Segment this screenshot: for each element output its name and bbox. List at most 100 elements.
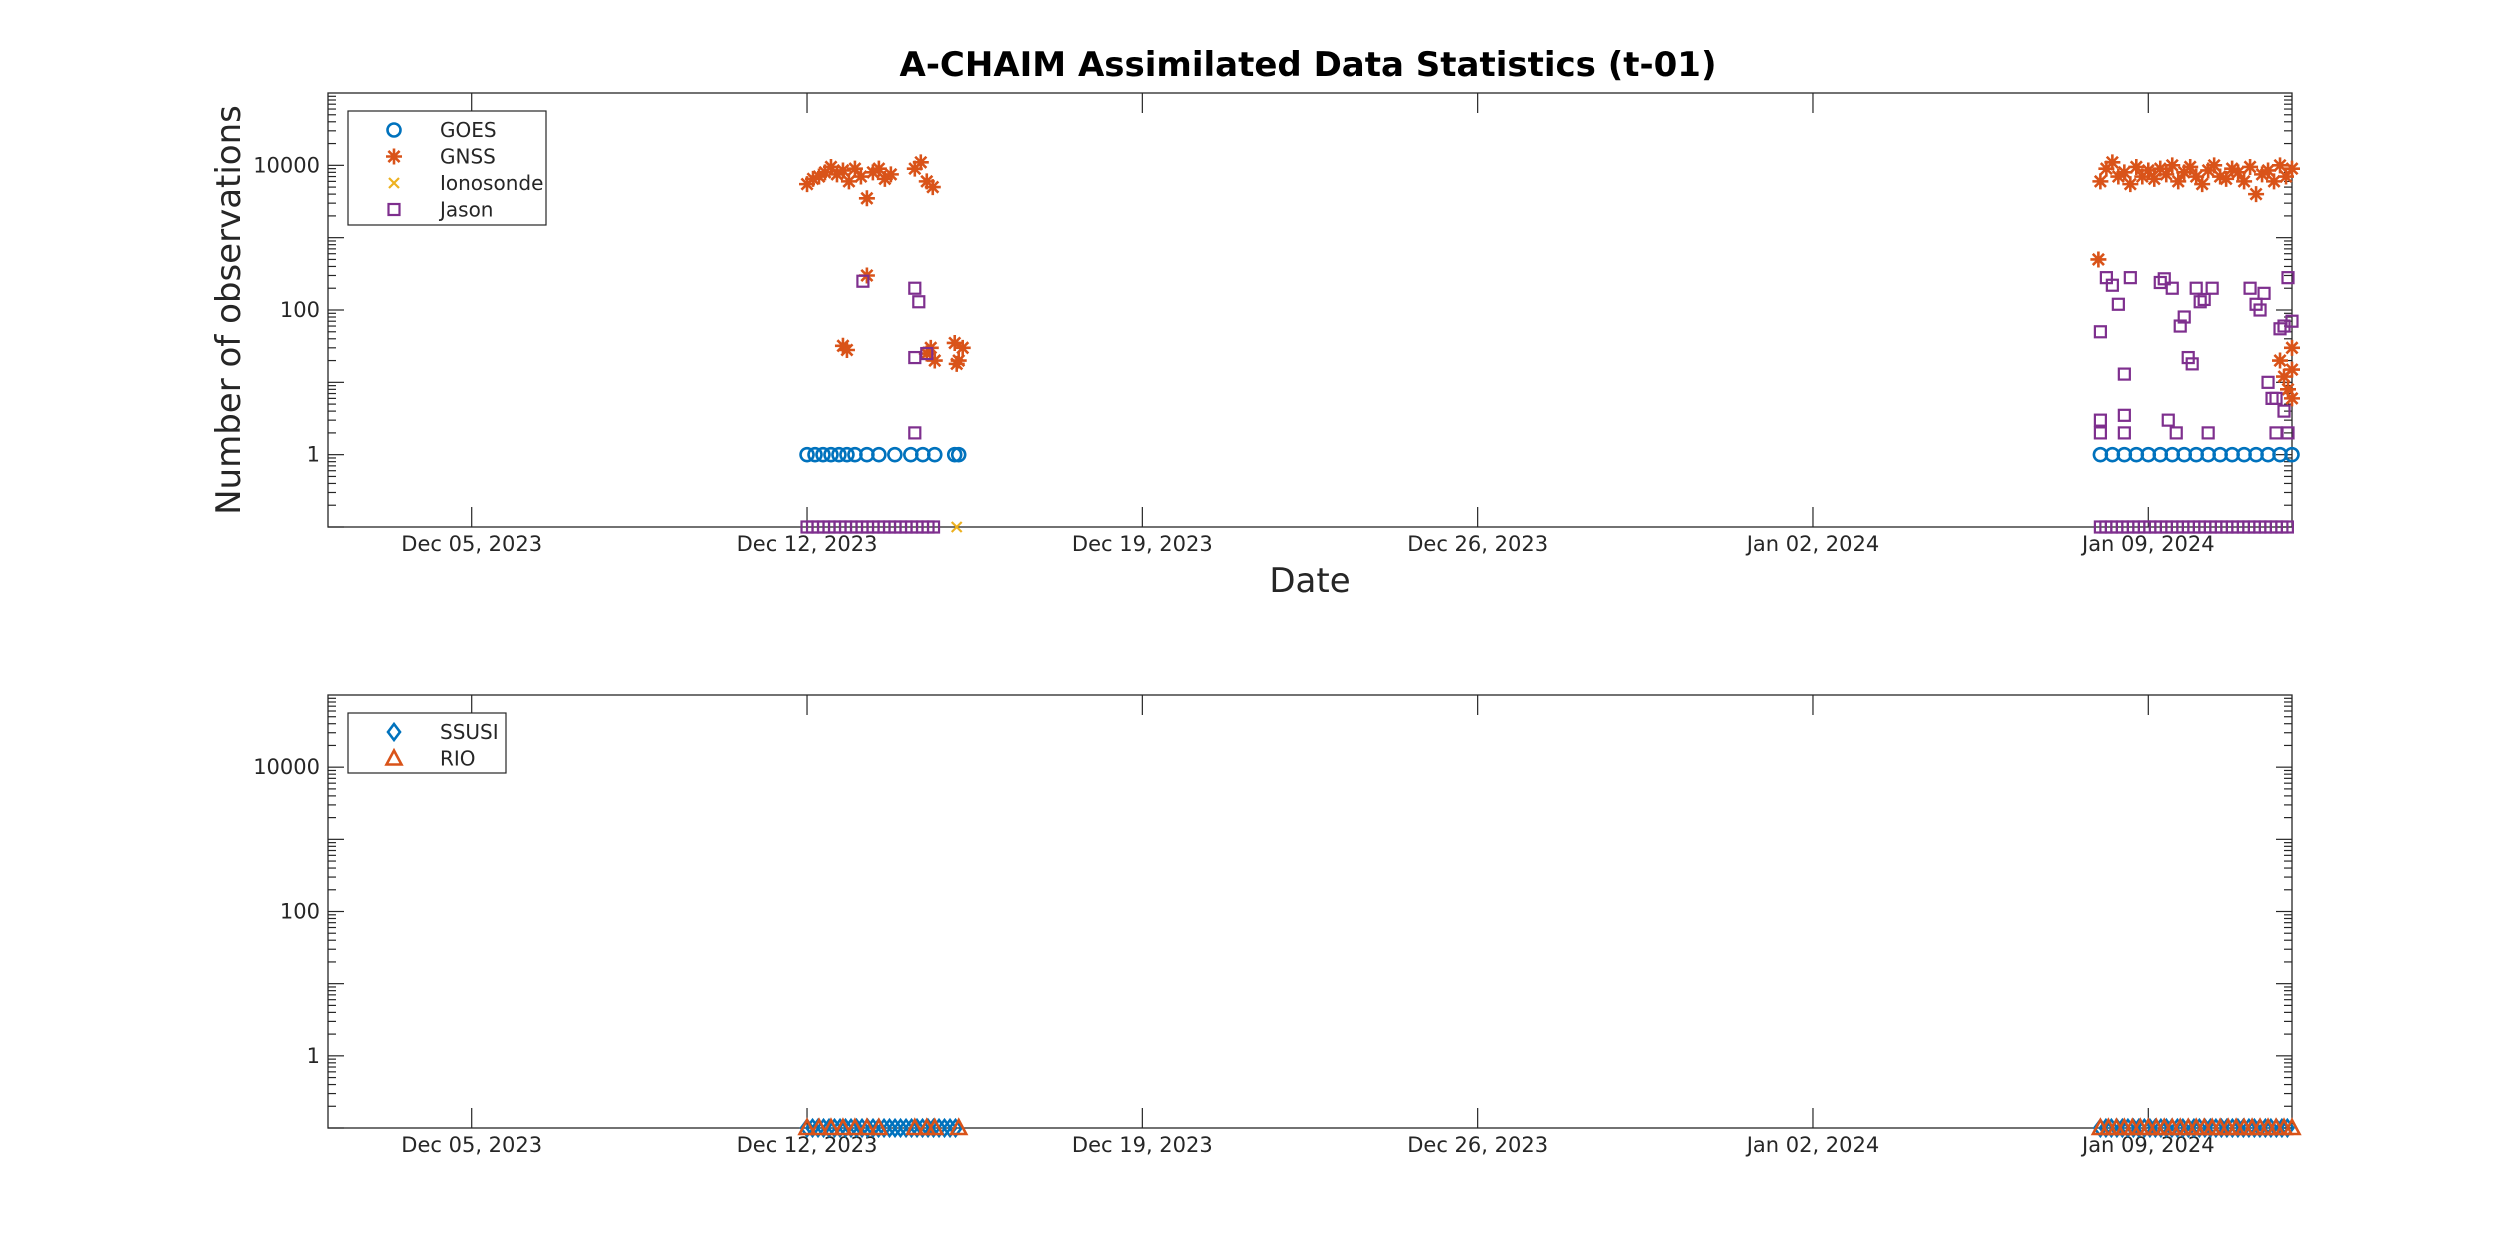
- ssusi-point: [2208, 1117, 2224, 1139]
- jason-point: [2277, 404, 2291, 418]
- goes-point: [926, 446, 943, 463]
- jason-point: [2281, 271, 2295, 285]
- bottom-x-tick-label: Dec 05, 2023: [401, 1133, 542, 1157]
- jason-point: [2281, 426, 2295, 440]
- jason-point: [2093, 413, 2107, 427]
- rio-point: [905, 1117, 925, 1136]
- bottom-x-tick-label: Dec 26, 2023: [1407, 1133, 1548, 1157]
- jason-point: [912, 295, 926, 309]
- goes-point: [807, 446, 823, 463]
- gnss-point: [2284, 390, 2300, 407]
- legend-ssusi-marker: [386, 721, 402, 743]
- ssusi-point: [2224, 1117, 2241, 1139]
- jason-point: [2157, 272, 2171, 286]
- gnss-point: [2248, 186, 2265, 203]
- series-goes: [799, 446, 2300, 463]
- gnss-point: [2284, 339, 2300, 356]
- ssusi-point: [2257, 1117, 2274, 1139]
- legend-ionosonde-marker: [388, 177, 400, 189]
- gnss-point: [2128, 158, 2145, 175]
- gnss-point: [2170, 173, 2187, 190]
- ssusi-point: [2136, 1117, 2153, 1139]
- legend-goes-label: GOES: [440, 118, 497, 142]
- bottom-y-tick-label: 1: [307, 1044, 320, 1068]
- gnss-point: [2140, 162, 2157, 179]
- rio-point: [809, 1117, 829, 1136]
- gnss-point: [2236, 173, 2253, 190]
- legend-gnss-marker: [386, 148, 402, 165]
- gnss-point: [926, 352, 943, 369]
- jason-point: [2117, 367, 2131, 381]
- top-x-tick-label: Dec 19, 2023: [1072, 532, 1213, 556]
- ssusi-point: [931, 1117, 947, 1139]
- gnss-point: [2280, 381, 2297, 398]
- ssusi-point: [2120, 1117, 2136, 1139]
- gnss-point: [2158, 166, 2175, 183]
- gnss-point: [2218, 170, 2235, 187]
- gnss-point: [2104, 154, 2121, 171]
- gnss-point: [2230, 164, 2247, 181]
- gnss-point: [2212, 168, 2229, 185]
- goes-point: [887, 446, 903, 463]
- bottom-x-tick-label: Jan 02, 2024: [1745, 1133, 1880, 1157]
- bottom-y-tick-label: 100: [280, 900, 320, 924]
- gnss-point: [805, 170, 822, 187]
- gnss-point: [946, 334, 963, 351]
- gnss-point: [2242, 158, 2259, 175]
- gnss-point: [2164, 157, 2181, 174]
- gnss-point: [912, 154, 929, 171]
- rio-point: [2282, 1117, 2302, 1136]
- jason-point: [2197, 292, 2211, 307]
- gnss-point: [2272, 352, 2289, 369]
- gnss-point: [864, 164, 881, 181]
- top-axes: 1 100 10000 Dec 05, 2023 Dec 12, 2023 Dec 19,…: [209, 92, 2300, 601]
- jason-point: [2165, 281, 2179, 295]
- jason-point: [2269, 391, 2283, 405]
- jason-point: [2169, 426, 2183, 440]
- gnss-point: [2278, 168, 2295, 185]
- top-x-tick-label: Jan 09, 2024: [2080, 532, 2215, 556]
- gnss-point: [2194, 176, 2211, 193]
- ssusi-point: [903, 1117, 920, 1139]
- jason-point: [2093, 426, 2107, 440]
- chart-title: A-CHAIM Assimilated Data Statistics (t-0…: [900, 45, 1717, 85]
- ssusi-point: [881, 1117, 898, 1139]
- gnss-point: [948, 355, 965, 372]
- top-x-tick-label: Dec 05, 2023: [401, 532, 542, 556]
- jason-point: [2173, 319, 2187, 333]
- bottom-y-tick-label: 10000: [253, 755, 320, 779]
- gnss-point: [834, 162, 851, 179]
- goes-point: [799, 446, 815, 463]
- ssusi-point: [832, 1117, 848, 1139]
- gnss-point: [2090, 251, 2107, 268]
- ssusi-point: [2279, 1117, 2296, 1139]
- jason-point: [2177, 310, 2191, 324]
- rio-point: [833, 1117, 853, 1136]
- jason-point: [908, 426, 922, 440]
- legend-jason-marker: [387, 202, 401, 217]
- jason-point: [2205, 281, 2219, 295]
- gnss-point: [2152, 160, 2169, 177]
- ssusi-point: [942, 1117, 958, 1139]
- legend-ionosonde-label: Ionosonde: [440, 171, 543, 195]
- ssusi-point: [2169, 1117, 2186, 1139]
- bottom-x-tick-label: Jan 09, 2024: [2080, 1133, 2215, 1157]
- jason-point: [2280, 520, 2294, 534]
- ssusi-point: [826, 1117, 843, 1139]
- gnss-point: [2284, 361, 2300, 378]
- jason-point: [926, 520, 941, 534]
- jason-point: [2253, 303, 2267, 317]
- jason-point: [2257, 286, 2271, 300]
- rio-point: [925, 1117, 945, 1136]
- jason-point: [2261, 375, 2275, 389]
- top-x-tick-label: Jan 02, 2024: [1745, 532, 1880, 556]
- ssusi-point: [887, 1117, 903, 1139]
- bottom-legend: SSUSI RIO: [347, 712, 507, 774]
- jason-point: [2201, 426, 2215, 440]
- gnss-point: [924, 179, 941, 196]
- gnss-point: [954, 339, 971, 356]
- gnss-point: [2272, 157, 2289, 174]
- gnss-point: [906, 160, 923, 177]
